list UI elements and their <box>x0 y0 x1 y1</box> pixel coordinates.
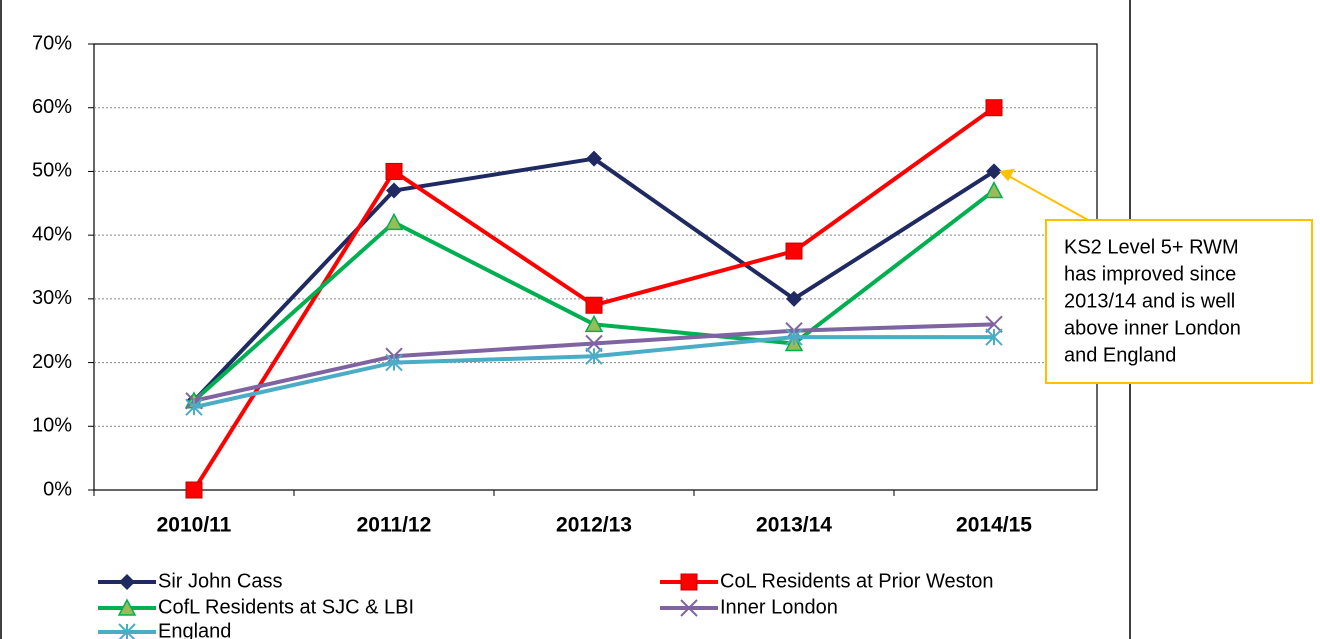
marker <box>118 623 136 639</box>
legend-label: England <box>158 620 231 639</box>
marker <box>585 296 603 314</box>
y-tick-label: 10% <box>32 415 72 437</box>
marker <box>985 99 1003 117</box>
y-tick-label: 20% <box>32 351 72 373</box>
marker <box>117 598 137 616</box>
annotation-arrowhead <box>999 168 1015 182</box>
annotation-text: has improved since <box>1064 263 1236 285</box>
marker <box>585 334 603 353</box>
chart-frame <box>0 0 1131 639</box>
marker <box>185 481 203 499</box>
y-tick-label: 50% <box>32 160 72 182</box>
marker <box>985 315 1003 334</box>
legend-label: Sir John Cass <box>158 570 283 592</box>
marker <box>680 573 698 591</box>
x-tick-label: 2013/14 <box>756 514 832 537</box>
marker <box>786 290 802 307</box>
legend-label: CoL Residents at Prior Weston <box>720 570 993 592</box>
marker <box>785 328 803 346</box>
annotation-arrow <box>1003 172 1089 221</box>
marker <box>185 398 203 416</box>
marker <box>119 574 135 590</box>
marker <box>785 242 803 260</box>
marker <box>384 212 404 231</box>
marker <box>385 162 403 180</box>
marker <box>585 347 603 365</box>
marker <box>584 314 604 333</box>
marker <box>984 180 1004 199</box>
x-tick-label: 2011/12 <box>357 514 432 537</box>
x-tick-label: 2012/13 <box>556 514 632 537</box>
marker <box>586 150 602 167</box>
x-tick-label: 2014/15 <box>956 514 1032 537</box>
annotation-box <box>1045 219 1313 384</box>
y-tick-label: 30% <box>32 287 72 309</box>
marker <box>985 328 1003 346</box>
annotation-text: KS2 Level 5+ RWM <box>1064 236 1239 258</box>
legend-label: Inner London <box>720 596 838 618</box>
marker <box>386 182 402 199</box>
marker <box>385 353 403 372</box>
y-tick-label: 70% <box>32 32 72 54</box>
annotation-text: above inner London <box>1064 317 1241 339</box>
y-tick-label: 40% <box>32 223 72 245</box>
y-tick-label: 0% <box>43 478 72 500</box>
annotation-text: and England <box>1064 344 1176 366</box>
x-tick-label: 2010/11 <box>157 514 232 537</box>
y-tick-label: 60% <box>32 96 72 118</box>
legend-label: CofL Residents at SJC & LBI <box>158 596 414 618</box>
annotation-text: 2013/14 and is well <box>1064 290 1235 312</box>
marker <box>680 599 698 617</box>
marker <box>986 163 1002 180</box>
